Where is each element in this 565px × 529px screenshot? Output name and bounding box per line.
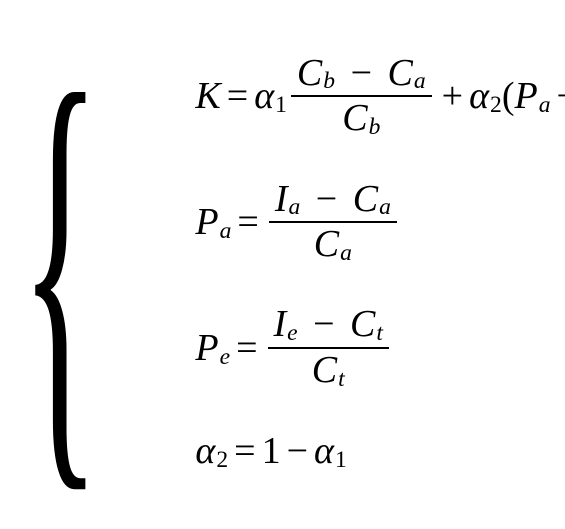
sub-b: b [323,68,335,95]
var-ca: C [388,52,413,96]
sub-e-eq3: e [220,344,230,371]
sub-a-pa: a [539,92,551,119]
equals-sign: = [227,74,248,118]
minus-sign-2: − [556,74,565,118]
eq1-lhs: K [195,74,220,118]
var-p: P [195,200,218,244]
alpha-eq4: α [195,429,215,473]
eq4-rhs: α1 [314,429,347,473]
var-cb: C [297,52,322,96]
equation-3: Pe = Ie − Ct Ct [195,303,565,392]
eq1-coef1: α1 [254,74,287,118]
eq3-fraction: Ie − Ct Ct [268,303,389,392]
minus-sign: − [316,178,337,220]
equals-sign: = [236,326,257,370]
eq2-fraction: Ia − Ca Ca [269,178,397,267]
eq2-frac-num: Ia − Ca [269,178,397,224]
sub-2: 2 [490,92,502,119]
equals-sign: = [234,429,255,473]
equation-list: K = α1 Cb − Ca Cb + α2 ( Pa − [195,23,565,503]
sub-a: a [414,68,426,95]
eq1-frac-den: Cb [336,97,386,141]
sub-a-ia: a [288,194,300,221]
eq3-lhs: Pe [195,326,230,370]
sub-b-den: b [369,114,381,141]
sub-t-den: t [338,366,345,393]
minus-sign: − [313,303,334,345]
alpha-1-eq4: α [314,429,334,473]
var-ca-eq2: C [353,178,378,222]
eq2-frac-den: Ca [308,223,358,267]
var-ct: C [350,303,375,347]
equals-sign: = [237,200,258,244]
sub-a-den: a [340,240,352,267]
var-ca-den: C [314,223,339,267]
eq3-frac-den: Ct [306,349,351,393]
var-cb-den: C [342,97,367,141]
minus-sign: − [351,52,372,94]
sub-e-ie: e [287,320,297,347]
sub-2-eq4: 2 [216,447,228,474]
eq1-fraction: Cb − Ca Cb [291,52,432,141]
minus-sign: − [287,429,308,473]
var-p-eq3: P [195,326,218,370]
eq3-frac-num: Ie − Ct [268,303,389,349]
alpha-2: α [469,74,489,118]
equation-2: Pa = Ia − Ca Ca [195,178,565,267]
eq2-lhs: Pa [195,200,231,244]
plus-sign: + [442,74,463,118]
equation-4: α2 = 1 − α1 [195,429,565,473]
sub-1: 1 [275,92,287,119]
lparen: ( [502,74,515,118]
var-pa: P [514,74,537,118]
one: 1 [262,429,281,473]
sub-a-eq2: a [220,218,232,245]
alpha: α [254,74,274,118]
equation-system: { K = α1 Cb − Ca Cb + α2 ( [20,23,565,503]
left-brace: { [20,23,101,503]
eq1-frac-num: Cb − Ca [291,52,432,98]
sub-a-ca: a [379,194,391,221]
var-ie: I [274,303,287,347]
sub-t: t [376,320,383,347]
var-ct-den: C [312,349,337,393]
var-ia: I [275,178,288,222]
equation-1: K = α1 Cb − Ca Cb + α2 ( Pa − [195,52,565,141]
eq4-lhs: α2 [195,429,228,473]
eq1-coef2: α2 [469,74,502,118]
sub-1-eq4: 1 [335,447,347,474]
